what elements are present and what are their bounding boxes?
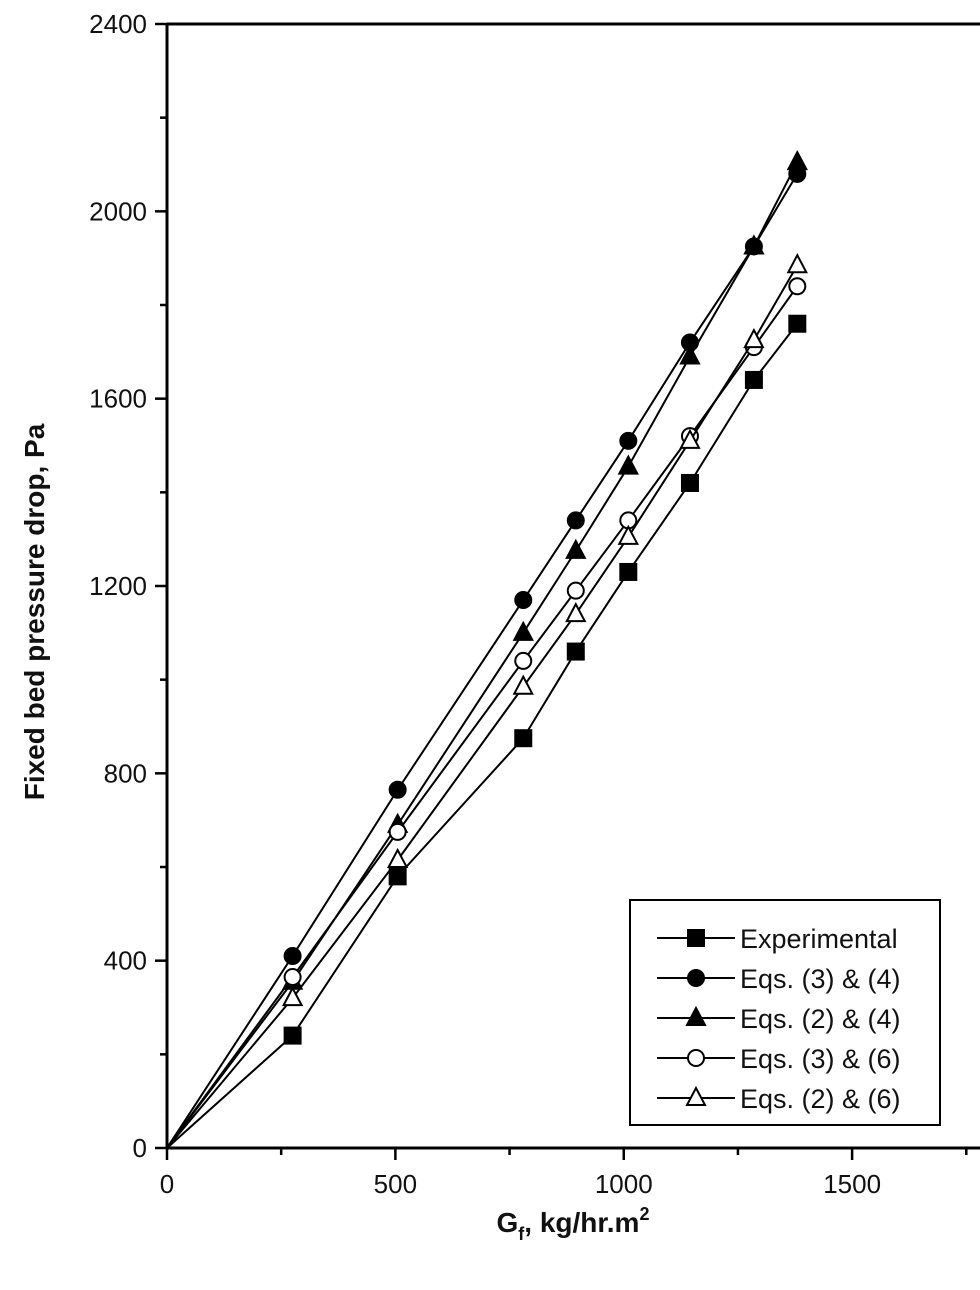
data-point [512, 620, 534, 641]
y-tick-label: 1200 [89, 571, 147, 601]
x-axis-title: Gf, kg/hr.m2 [497, 1204, 650, 1244]
data-point [566, 511, 585, 530]
y-tick-label: 2400 [89, 9, 147, 39]
legend-label: Eqs. (2) & (6) [740, 1084, 901, 1114]
data-point [788, 314, 807, 333]
data-point [566, 581, 585, 600]
data-point [514, 651, 533, 670]
legend-label: Eqs. (3) & (6) [740, 1044, 901, 1074]
data-point [512, 674, 534, 695]
data-point [743, 327, 765, 349]
legend-label: Eqs. (3) & (4) [740, 964, 901, 994]
legend-marker [685, 1005, 707, 1026]
x-tick-label: 500 [374, 1169, 417, 1199]
series-5 [166, 253, 808, 1149]
y-tick-label: 1600 [89, 384, 147, 414]
series-2 [166, 164, 807, 1149]
data-point [283, 1026, 302, 1045]
series-1 [166, 314, 807, 1149]
legend-item: Eqs. (2) & (4) [657, 1004, 901, 1034]
ticks: 0 400 800 1200 1600 2000 2400 0 500 1000 1500 [89, 9, 968, 1199]
data-point [281, 985, 304, 1007]
data-point [788, 277, 807, 296]
legend-marker [687, 929, 705, 947]
data-point [386, 847, 409, 868]
data-point [617, 454, 639, 475]
legend: Experimental Eqs. (3) & (4) Eqs. (2) & (4)… [629, 899, 941, 1126]
legend-marker [687, 1049, 705, 1067]
legend-item: Eqs. (3) & (6) [657, 1044, 901, 1074]
y-tick-label: 400 [104, 946, 147, 976]
data-point [388, 780, 407, 799]
y-axis-title: Fixed bed pressure drop, Pa [19, 423, 50, 800]
axis-titles: Fixed bed pressure drop, Pa Gf, kg/hr.m2 [19, 423, 649, 1244]
x-tick-label: 0 [160, 1169, 174, 1199]
legend-marker [687, 969, 705, 987]
data-point [679, 344, 701, 365]
data-point [619, 431, 638, 450]
series-group [166, 150, 808, 1149]
data-point [514, 591, 533, 610]
data-point [283, 968, 302, 987]
y-tick-label: 2000 [89, 196, 147, 226]
data-point [565, 601, 587, 623]
data-point [786, 253, 808, 274]
data-point [786, 150, 808, 171]
data-point [388, 822, 407, 841]
data-point [744, 370, 763, 389]
legend-label: Eqs. (2) & (4) [740, 1004, 901, 1034]
data-point [514, 729, 533, 748]
y-tick-label: 800 [104, 758, 147, 788]
legend-item: Eqs. (2) & (6) [657, 1084, 901, 1114]
data-point [679, 428, 701, 449]
data-point [565, 538, 587, 559]
data-point [388, 867, 407, 886]
data-point [566, 642, 585, 661]
x-tick-label: 1500 [823, 1169, 881, 1199]
data-point [743, 234, 765, 255]
data-point [283, 946, 302, 965]
y-tick-label: 0 [133, 1133, 147, 1163]
legend-item: Experimental [657, 924, 898, 954]
data-point [617, 524, 639, 545]
data-point [619, 562, 638, 581]
legend-label: Experimental [740, 924, 898, 954]
legend-marker [685, 1085, 707, 1106]
data-point [680, 473, 699, 492]
x-tick-label: 1000 [595, 1169, 653, 1199]
legend-item: Eqs. (3) & (4) [657, 964, 901, 994]
